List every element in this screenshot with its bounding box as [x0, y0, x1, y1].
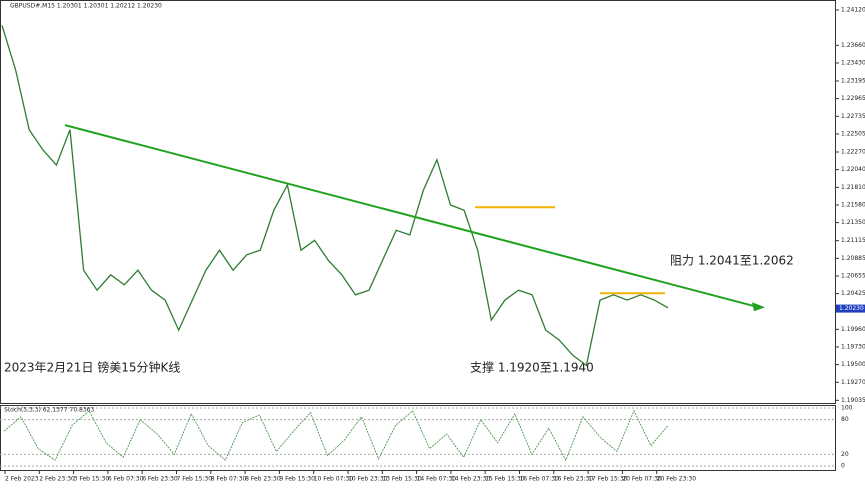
x-tick-label: 7 Feb 15:30: [177, 476, 213, 483]
stoch-tick-label: 80: [841, 416, 849, 423]
y-tick-label: 1.19500: [841, 361, 865, 368]
x-tick-label: 14 Feb 07:30: [417, 476, 457, 483]
current-price-label: 1.20230: [839, 305, 864, 312]
y-tick-label: 1.22505: [841, 130, 865, 137]
stoch-tick-label: 20: [841, 451, 849, 458]
x-tick-label: 14 Feb 23:30: [451, 476, 491, 483]
trend-line: [64, 124, 756, 308]
x-tick-label: 16 Feb 07:30: [520, 476, 560, 483]
support-note: 支撑 1.1920至1.1940: [470, 360, 594, 375]
y-tick-label: 1.22270: [841, 148, 865, 155]
stoch-panel: [0, 405, 836, 471]
y-tick-label: 1.20885: [841, 255, 865, 262]
y-tick-label: 1.22040: [841, 166, 865, 173]
x-tick-label: 8 Feb 07:30: [211, 476, 247, 483]
stoch-line: [3, 409, 669, 462]
x-tick-label: 10 Feb 07:30: [314, 476, 354, 483]
x-tick-label: 6 Feb 23:30: [142, 476, 178, 483]
x-tick-label: 16 Feb 23:30: [554, 476, 594, 483]
y-tick-label: 1.19035: [841, 397, 865, 404]
y-tick-label: 1.24120: [841, 6, 865, 13]
x-tick-label: 8 Feb 23:30: [245, 476, 281, 483]
trend-arrow: [752, 302, 765, 312]
header: GBPUSD#,M15 1.20301 1.20301 1.20212 1.20…: [10, 3, 162, 10]
resistance-note: 阻力 1.2041至1.2062: [670, 254, 794, 268]
x-tick-label: 2 Feb 23:30: [39, 476, 75, 483]
y-tick-label: 1.21580: [841, 201, 865, 208]
y-tick-label: 1.19270: [841, 379, 865, 386]
y-tick-label: 1.19730: [841, 343, 865, 350]
stoch-header: Stoch(5,3,3) 62.1377 70.8363: [4, 407, 95, 414]
stoch-tick-label: 0: [841, 463, 845, 470]
x-tick-label: 13 Feb 15:30: [382, 476, 422, 483]
y-tick-label: 1.19960: [841, 326, 865, 333]
y-tick-label: 1.23430: [841, 59, 865, 66]
price-line: [1, 25, 669, 367]
x-tick-label: 3 Feb 15:30: [74, 476, 110, 483]
y-tick-label: 1.23660: [841, 42, 865, 49]
x-tick-label: 15 Feb 15:30: [485, 476, 525, 483]
y-tick-label: 1.22735: [841, 113, 865, 120]
y-tick-label: 1.20425: [841, 290, 865, 297]
x-tick-label: 9 Feb 15:30: [279, 476, 315, 483]
y-tick-label: 1.21810: [841, 184, 865, 191]
y-tick-label: 1.21350: [841, 219, 865, 226]
main-panel: [0, 0, 836, 404]
y-tick-label: 1.21115: [841, 237, 865, 244]
x-tick-label: 17 Feb 15:30: [588, 476, 628, 483]
y-tick-label: 1.22965: [841, 95, 865, 102]
x-tick-label: 6 Feb 07:30: [108, 476, 144, 483]
title: 2023年2月21日 镑美15分钟K线: [4, 360, 180, 375]
y-tick-label: 1.23195: [841, 77, 865, 84]
x-tick-label: 20 Feb 23:30: [657, 476, 697, 483]
x-tick-label: 2 Feb 2023: [5, 476, 39, 483]
x-tick-label: 20 Feb 07:30: [622, 476, 662, 483]
y-tick-label: 1.20655: [841, 272, 865, 279]
current-price-box: [836, 304, 865, 313]
x-tick-label: 10 Feb 23:30: [348, 476, 388, 483]
stoch-tick-label: 100: [841, 405, 853, 412]
